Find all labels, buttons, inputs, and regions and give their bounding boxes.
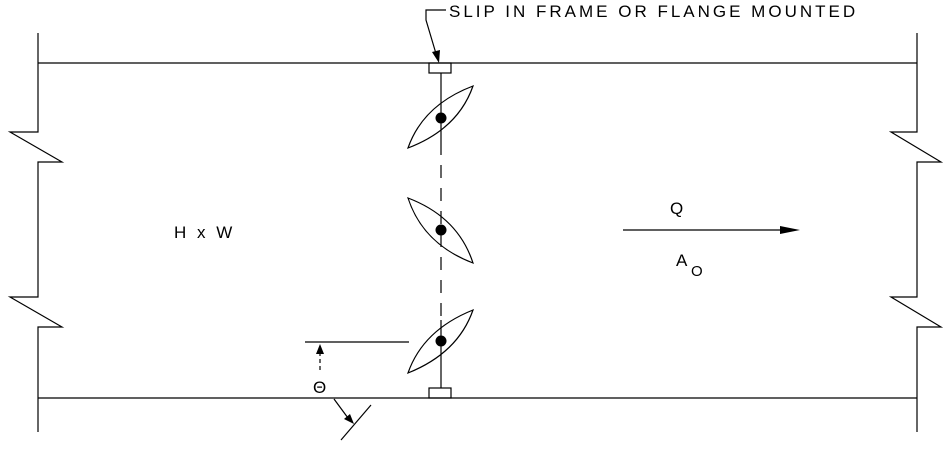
callout-leader (425, 9, 446, 58)
angle-arrowhead-top (316, 344, 324, 354)
angle-label: Θ (313, 378, 326, 397)
damper-blade-top (407, 84, 474, 150)
left-break-line (7, 33, 65, 432)
blade-pivot-bottom (435, 335, 447, 347)
top-frame-tab (428, 62, 452, 74)
angle-dim-leader-bottom (333, 398, 349, 419)
right-break-line (888, 33, 944, 432)
flow-arrow-head (780, 226, 800, 234)
callout-arrowhead (432, 50, 440, 63)
duct-size-label: H x W (174, 223, 235, 242)
flow-label: Q (670, 199, 683, 218)
area-subscript: O (691, 263, 703, 280)
blade-pivot-middle (435, 224, 447, 236)
angle-blade-extension (340, 404, 372, 441)
angle-arrowhead-bottom (344, 414, 354, 424)
damper-blade-bottom (406, 308, 475, 375)
bottom-frame-tab (428, 387, 452, 399)
callout-text: SLIP IN FRAME OR FLANGE MOUNTED (449, 2, 858, 21)
blade-pivot-top (435, 112, 447, 124)
area-label: A (676, 251, 688, 270)
damper-blade-middle (407, 196, 474, 265)
